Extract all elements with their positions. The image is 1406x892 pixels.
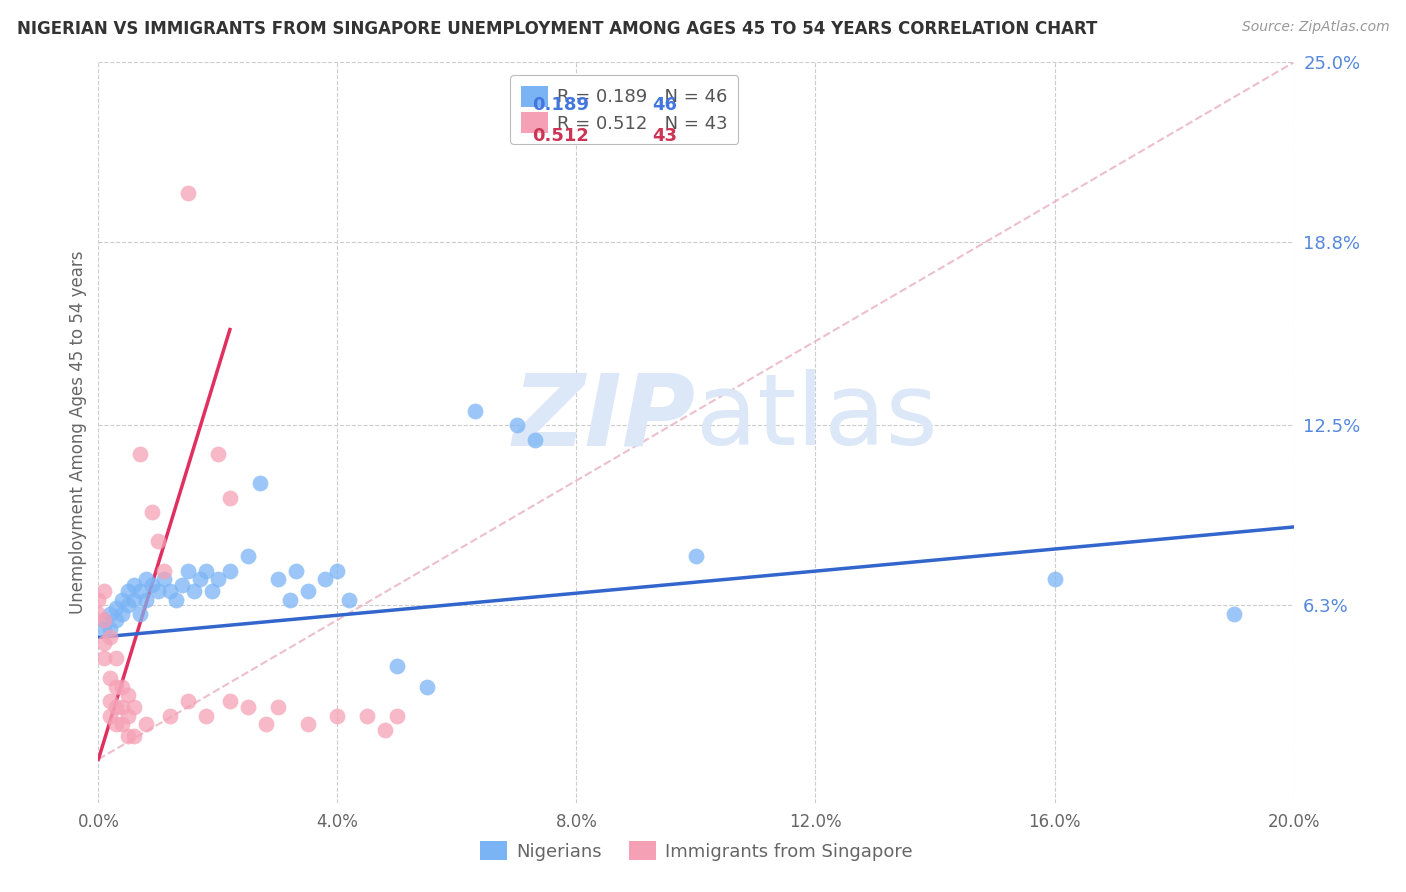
- Point: [141, 506, 163, 520]
- Point: [1223, 607, 1246, 621]
- Point: [207, 447, 229, 461]
- Point: [105, 680, 128, 694]
- Point: [111, 592, 134, 607]
- Point: [374, 723, 396, 738]
- Y-axis label: Unemployment Among Ages 45 to 54 years: Unemployment Among Ages 45 to 54 years: [69, 251, 87, 615]
- Point: [93, 636, 115, 650]
- Point: [188, 572, 211, 586]
- Point: [278, 592, 301, 607]
- Point: [105, 700, 128, 714]
- Point: [172, 578, 194, 592]
- Text: 43: 43: [652, 128, 676, 145]
- Point: [207, 572, 229, 586]
- Point: [523, 433, 546, 447]
- Point: [117, 599, 139, 613]
- Point: [105, 650, 128, 665]
- Point: [129, 583, 152, 598]
- Point: [124, 592, 146, 607]
- Point: [124, 729, 146, 743]
- Point: [177, 564, 200, 578]
- Point: [326, 708, 349, 723]
- Point: [685, 549, 707, 563]
- Point: [249, 476, 271, 491]
- Point: [124, 700, 146, 714]
- Point: [195, 708, 218, 723]
- Point: [1043, 572, 1066, 586]
- Point: [105, 601, 128, 615]
- Point: [356, 708, 378, 723]
- Point: [129, 447, 152, 461]
- Point: [153, 564, 176, 578]
- Point: [111, 700, 134, 714]
- Point: [117, 729, 139, 743]
- Point: [105, 613, 128, 627]
- Point: [93, 583, 115, 598]
- Point: [159, 583, 181, 598]
- Point: [124, 578, 146, 592]
- Point: [93, 613, 115, 627]
- Point: [254, 717, 277, 731]
- Legend: Nigerians, Immigrants from Singapore: Nigerians, Immigrants from Singapore: [472, 834, 920, 868]
- Point: [98, 622, 122, 636]
- Point: [416, 680, 439, 694]
- Point: [111, 717, 134, 731]
- Point: [195, 564, 218, 578]
- Point: [267, 572, 290, 586]
- Point: [98, 607, 122, 621]
- Text: 0.512: 0.512: [533, 128, 589, 145]
- Point: [464, 404, 486, 418]
- Point: [236, 549, 259, 563]
- Point: [105, 717, 128, 731]
- Point: [201, 583, 224, 598]
- Point: [385, 708, 409, 723]
- Text: 46: 46: [652, 96, 676, 114]
- Point: [165, 592, 187, 607]
- Point: [98, 630, 122, 644]
- Point: [159, 708, 181, 723]
- Point: [236, 700, 259, 714]
- Point: [98, 694, 122, 708]
- Point: [129, 607, 152, 621]
- Text: atlas: atlas: [696, 369, 938, 467]
- Point: [135, 717, 157, 731]
- Point: [135, 592, 157, 607]
- Point: [177, 694, 200, 708]
- Point: [87, 607, 110, 621]
- Point: [219, 694, 242, 708]
- Point: [326, 564, 349, 578]
- Point: [98, 671, 122, 685]
- Text: 0.189: 0.189: [533, 96, 589, 114]
- Point: [148, 583, 170, 598]
- Point: [111, 680, 134, 694]
- Point: [141, 578, 163, 592]
- Point: [284, 564, 307, 578]
- Point: [135, 572, 157, 586]
- Text: ZIP: ZIP: [513, 369, 696, 467]
- Point: [183, 583, 205, 598]
- Point: [219, 564, 242, 578]
- Point: [93, 650, 115, 665]
- Point: [339, 592, 361, 607]
- Point: [117, 689, 139, 703]
- Point: [117, 708, 139, 723]
- Point: [267, 700, 290, 714]
- Point: [219, 491, 242, 505]
- Point: [98, 708, 122, 723]
- Point: [297, 583, 319, 598]
- Point: [506, 418, 529, 433]
- Point: [87, 592, 110, 607]
- Point: [117, 583, 139, 598]
- Point: [297, 717, 319, 731]
- Point: [385, 659, 409, 673]
- Point: [93, 613, 115, 627]
- Point: [111, 607, 134, 621]
- Point: [153, 572, 176, 586]
- Text: Source: ZipAtlas.com: Source: ZipAtlas.com: [1241, 20, 1389, 34]
- Point: [177, 186, 200, 200]
- Point: [315, 572, 337, 586]
- Text: NIGERIAN VS IMMIGRANTS FROM SINGAPORE UNEMPLOYMENT AMONG AGES 45 TO 54 YEARS COR: NIGERIAN VS IMMIGRANTS FROM SINGAPORE UN…: [17, 20, 1097, 37]
- Point: [148, 534, 170, 549]
- Point: [93, 622, 115, 636]
